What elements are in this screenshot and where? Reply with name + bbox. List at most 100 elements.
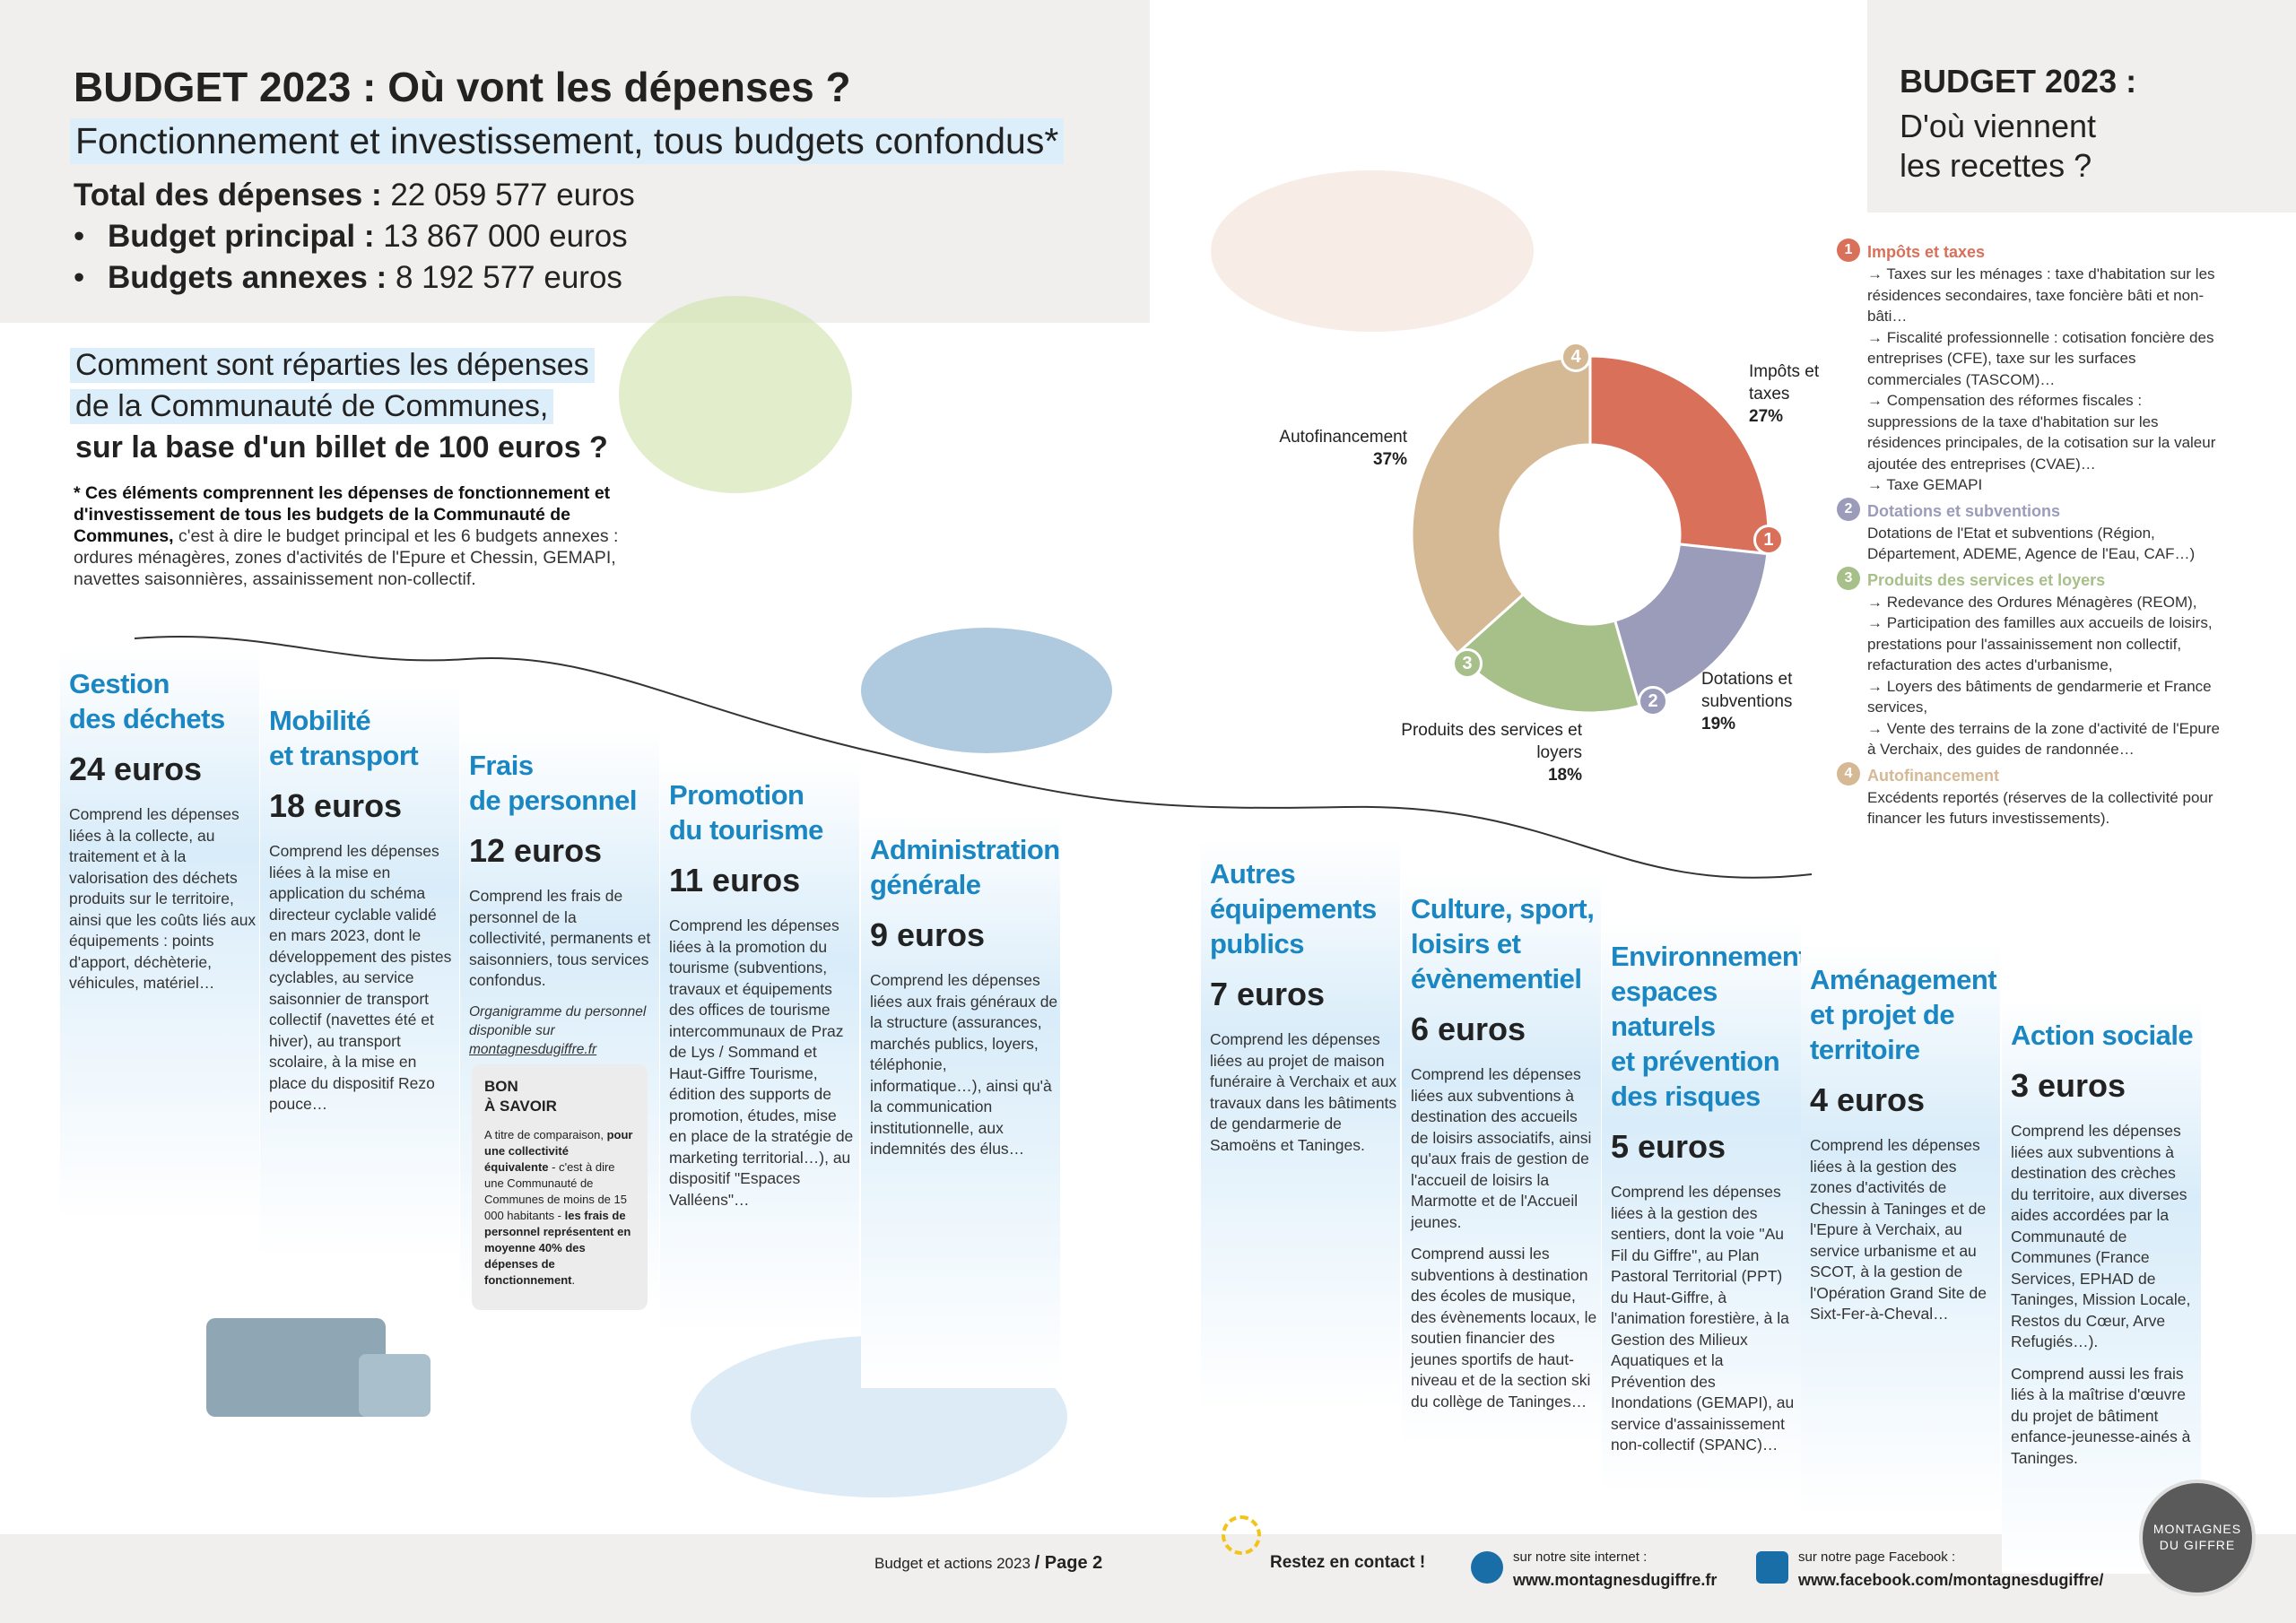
spacer — [387, 260, 396, 295]
column-background — [861, 814, 1060, 1388]
recettes-line: → Loyers des bâtiments de gendarmerie et… — [1867, 677, 2212, 716]
recettes-background — [1867, 0, 2296, 213]
column-text: Comprend les dépenses liées au projet de… — [1210, 1030, 1397, 1154]
question-line: sur la base d'un billet de 100 euros ? — [75, 430, 608, 464]
expense-column: Environnement, espaces naturels et préventi… — [1611, 939, 1815, 1467]
column-title: Administration — [870, 834, 1060, 865]
box-part: - c'est à dire une Communauté de Commune… — [484, 1160, 627, 1222]
note-link: montagnesdugiffre.fr — [469, 1041, 597, 1057]
recettes-item-title: 2 Dotations et subventions — [1837, 497, 2231, 523]
box-title: À SAVOIR — [484, 1098, 557, 1115]
total-value: 13 867 000 euros — [383, 219, 628, 254]
recettes-line: → Compensation des réformes fiscales : s… — [1867, 392, 2216, 473]
recettes-line: → Participation des familles aux accueil… — [1867, 614, 2213, 673]
column-background — [60, 648, 259, 1222]
subtitle: Fonctionnement et investissement, tous b… — [70, 118, 1065, 164]
column-title: et transport — [269, 740, 419, 771]
column-text: Comprend les dépenses liées à la gestion… — [1611, 1183, 1795, 1454]
mountain-illustration — [861, 628, 1112, 753]
bullet: • — [74, 260, 85, 295]
facebook-icon — [1756, 1551, 1788, 1584]
truck-cabin — [359, 1354, 430, 1417]
column-title: Aménagement — [1810, 964, 1997, 995]
category-label: Dotations et subventions — [1701, 670, 1793, 711]
expense-column: Promotion du tourisme 11 euros Comprend les… — [669, 777, 857, 1221]
sun-icon — [1222, 1515, 1261, 1555]
donut-badge: 4 — [1561, 341, 1592, 372]
column-title: espaces — [1611, 976, 1718, 1007]
donut-segment — [1588, 354, 1770, 556]
column-text: Comprend les dépenses liées aux subventi… — [1411, 1065, 1592, 1231]
column-title: du tourisme — [669, 814, 823, 846]
recettes-line: Excédents reportés (réserves de la colle… — [1867, 788, 2213, 828]
column-amount: 11 euros — [669, 862, 801, 898]
column-title: Environnement, — [1611, 941, 1815, 972]
bullet: • — [74, 219, 85, 254]
expense-column: Autres équipements publics 7 euros Comprend … — [1210, 856, 1398, 1167]
recettes-subtitle: les recettes ? — [1900, 147, 2092, 184]
recettes-list: 1 Impôts et taxes → Taxes sur les ménages … — [1837, 239, 2231, 829]
donut-badge: 2 — [1638, 686, 1669, 717]
column-amount: 9 euros — [870, 916, 986, 953]
column-title: équipements — [1210, 893, 1377, 924]
recettes-line: Dotations de l'Etat et subventions (Régi… — [1867, 524, 2196, 563]
number-badge: 4 — [1837, 761, 1860, 785]
number-badge: 3 — [1837, 566, 1860, 590]
recettes-title: BUDGET 2023 : — [1900, 63, 2137, 100]
truck-illustration — [206, 1318, 386, 1417]
total-value: 8 192 577 euros — [395, 260, 622, 295]
column-amount: 12 euros — [469, 832, 603, 869]
value-label: 18% — [1547, 766, 1582, 785]
category-label: Produits des services et loyers — [1401, 721, 1582, 762]
contact: Restez en contact ! — [1270, 1553, 1426, 1572]
footnote: * Ces éléments comprennent les dépenses … — [74, 482, 639, 590]
column-text: Comprend les dépenses liées à la collect… — [69, 805, 257, 992]
column-title: Frais — [469, 750, 534, 781]
column-background — [260, 685, 459, 1259]
item-title: Dotations et subventions — [1867, 501, 2061, 520]
column-background — [1201, 838, 1400, 1412]
question-line: Comment sont réparties les dépenses — [70, 348, 595, 383]
facebook-label: sur notre page Facebook : — [1798, 1549, 1956, 1565]
recettes-line: → Fiscalité professionnelle : cotisation… — [1867, 328, 2214, 388]
number-badge: 2 — [1837, 497, 1860, 521]
column-note: Organigramme du personnel disponible sur… — [469, 1002, 657, 1059]
column-title: des risques — [1611, 1081, 1761, 1112]
total-label: Budget principal : — [108, 219, 375, 254]
note-text: Organigramme du personnel disponible sur — [469, 1003, 647, 1038]
total-label: Total des dépenses : — [74, 178, 382, 213]
column-title: Action sociale — [2011, 1020, 2194, 1051]
logo-text: MONTAGNES — [2152, 1522, 2242, 1536]
expense-column: Mobilité et transport 18 euros Comprend les… — [269, 703, 457, 1126]
column-text: Comprend les dépenses liées à la mise en… — [269, 842, 452, 1113]
box-part: pour une collectivité équivalente — [484, 1128, 633, 1174]
total-value: 22 059 577 euros — [390, 178, 635, 213]
recettes-item-title: 3 Produits des services et loyers — [1837, 566, 2231, 592]
donut-label: Dotations et subventions 19% — [1701, 668, 1827, 735]
total-row: • Budgets annexes : 8 192 577 euros — [74, 260, 622, 296]
site: www.montagnesdugiffre.fr — [1513, 1571, 1718, 1589]
footer-page: Budget et actions 2023 / Page 2 — [874, 1553, 1102, 1574]
column-text: Comprend les dépenses liées aux subventi… — [2011, 1122, 2191, 1350]
column-title: de personnel — [469, 785, 637, 816]
column-background — [1602, 921, 1801, 1495]
column-title: Mobilité — [269, 705, 371, 736]
box-part: les frais de personnel représentent en m… — [484, 1209, 631, 1287]
box-part: . — [571, 1273, 576, 1287]
column-amount: 18 euros — [269, 787, 403, 824]
globe-icon — [1471, 1551, 1503, 1584]
expense-column: Culture, sport, loisirs et évènementiel 6 e… — [1411, 891, 1599, 1423]
column-title: publics — [1210, 928, 1305, 959]
column-text: Comprend les frais de personnel de la co… — [469, 887, 651, 989]
column-title: Promotion — [669, 779, 804, 811]
donut-badge: 3 — [1451, 648, 1483, 680]
logo: MONTAGNES DU GIFFRE — [2139, 1480, 2256, 1596]
total-label: Budgets annexes : — [108, 260, 387, 295]
recettes-line: → Vente des terrains de la zone d'activi… — [1867, 719, 2221, 759]
item-title: Autofinancement — [1867, 766, 2000, 785]
column-text: Comprend les dépenses liées aux frais gé… — [870, 971, 1058, 1158]
site-label: sur notre site internet : — [1513, 1549, 1648, 1565]
